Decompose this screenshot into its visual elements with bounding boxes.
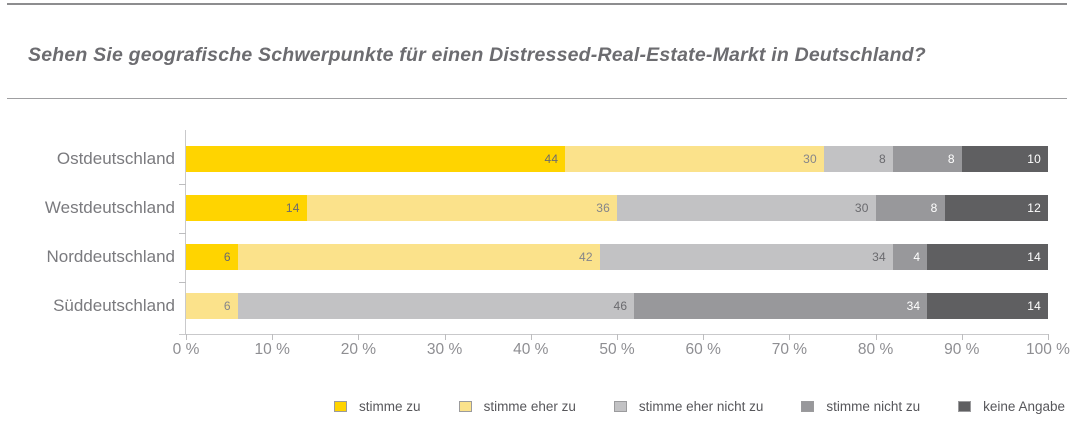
x-axis-tick-label: 20 %	[340, 341, 377, 358]
category-label: Süddeutschland	[53, 296, 175, 315]
legend-item: keine Angabe	[958, 399, 1065, 414]
segment-stimme-nicht-zu: 4	[892, 244, 928, 270]
segment-stimme-eher-nicht-zu: 34	[599, 244, 893, 270]
segment-stimme-nicht-zu: 8	[892, 146, 962, 172]
chart-area: Ostdeutschland 44 30 8 8 10 Westdeutschland 14 3…	[0, 128, 1087, 368]
y-axis-tick	[179, 281, 186, 283]
segment-stimme-eher-nicht-zu: 30	[616, 195, 876, 221]
stacked-bar: 44 30 8 8 10	[186, 146, 1048, 172]
segment-value: 30	[854, 201, 869, 215]
segment-value: 14	[1027, 299, 1041, 313]
legend-label: stimme eher zu	[483, 398, 576, 414]
x-axis-tick	[186, 334, 187, 340]
bar-row: Westdeutschland 14 36 30 8 12	[0, 195, 1087, 221]
x-axis-tick-label: 90 %	[944, 341, 980, 358]
legend-item: stimme nicht zu	[801, 399, 920, 414]
segment-stimme-eher-zu: 6	[186, 293, 238, 319]
segment-value: 6	[223, 250, 231, 264]
x-axis-tick-label: 0 %	[172, 341, 200, 358]
legend-label: keine Angabe	[983, 398, 1065, 414]
bar-row: Süddeutschland 6 46 34 14	[0, 293, 1087, 319]
stacked-bar: 6 46 34 14	[186, 293, 1048, 319]
y-axis-tick	[179, 232, 186, 234]
segment-value: 14	[1027, 250, 1041, 264]
segment-value: 34	[906, 299, 921, 313]
top-divider	[7, 3, 1067, 5]
x-axis-tick	[358, 334, 360, 340]
legend-item: stimme eher zu	[458, 398, 576, 414]
x-axis-tick	[789, 334, 791, 340]
legend-swatch-stimme-zu	[334, 400, 348, 412]
segment-value: 34	[872, 250, 886, 264]
legend-item: stimme eher nicht zu	[613, 398, 764, 414]
category-label: Norddeutschland	[46, 247, 175, 266]
bar-row: Norddeutschland 6 42 34 4 14	[0, 244, 1087, 270]
x-axis-tick-label: 80 %	[857, 341, 894, 358]
x-axis-tick	[617, 334, 618, 340]
legend-label: stimme zu	[359, 398, 421, 414]
segment-keine-angabe: 14	[927, 244, 1048, 270]
category-label: Westdeutschland	[44, 198, 175, 217]
title-divider	[7, 98, 1067, 99]
legend-item: stimme zu	[334, 399, 421, 414]
x-axis-tick	[1048, 334, 1049, 340]
segment-value: 8	[947, 152, 955, 166]
segment-value: 14	[285, 201, 300, 215]
legend-swatch-keine-angabe	[958, 400, 972, 412]
segment-keine-angabe: 10	[961, 146, 1048, 172]
segment-stimme-nicht-zu: 34	[634, 293, 928, 319]
chart-title: Sehen Sie geografische Schwerpunkte für …	[28, 44, 926, 66]
legend: stimme zu stimme eher zu stimme eher nicht…	[0, 396, 1065, 416]
x-axis-tick-label: 10 %	[254, 341, 290, 358]
legend-label: stimme nicht zu	[826, 398, 921, 414]
x-axis-line	[179, 334, 1048, 335]
segment-stimme-eher-nicht-zu: 8	[823, 146, 893, 172]
x-axis-tick-label: 50 %	[599, 341, 635, 358]
segment-value: 4	[913, 250, 921, 264]
y-axis-tick	[179, 183, 186, 185]
segment-value: 36	[596, 201, 610, 215]
segment-value: 30	[803, 152, 817, 166]
segment-value: 10	[1027, 152, 1041, 166]
x-axis-tick	[961, 334, 963, 340]
x-axis-tick	[272, 334, 274, 340]
segment-stimme-eher-nicht-zu: 46	[237, 293, 635, 319]
x-axis-tick	[530, 334, 532, 340]
segment-stimme-zu: 44	[186, 146, 566, 172]
segment-value: 12	[1027, 201, 1041, 215]
legend-swatch-stimme-nicht-zu	[801, 400, 815, 412]
segment-value: 8	[930, 201, 938, 215]
segment-keine-angabe: 12	[944, 195, 1048, 221]
segment-stimme-eher-zu: 42	[237, 244, 600, 270]
x-axis-tick	[444, 334, 446, 340]
segment-value: 44	[544, 152, 559, 166]
x-axis-tick	[875, 334, 877, 340]
segment-value: 6	[223, 299, 231, 313]
stacked-bar: 14 36 30 8 12	[186, 195, 1048, 221]
stacked-bar: 6 42 34 4 14	[186, 244, 1048, 270]
bar-row: Ostdeutschland 44 30 8 8 10	[0, 146, 1087, 172]
segment-stimme-eher-zu: 30	[565, 146, 824, 172]
x-axis-tick-label: 70 %	[771, 341, 808, 358]
legend-swatch-stimme-eher-zu	[458, 400, 472, 412]
segment-value: 42	[579, 250, 593, 264]
x-axis-tick	[703, 334, 705, 340]
x-axis-tick-label: 40 %	[513, 341, 549, 358]
x-axis-tick-label: 60 %	[685, 341, 721, 358]
category-label: Ostdeutschland	[56, 149, 175, 168]
segment-value: 8	[878, 152, 886, 166]
segment-value: 46	[613, 299, 628, 313]
segment-keine-angabe: 14	[927, 293, 1048, 319]
segment-stimme-eher-zu: 36	[306, 195, 617, 221]
x-axis-tick-label: 100 %	[1026, 341, 1070, 358]
legend-label: stimme eher nicht zu	[638, 398, 764, 414]
legend-swatch-stimme-eher-nicht-zu	[613, 400, 627, 412]
x-axis-tick-label: 30 %	[426, 341, 463, 358]
segment-stimme-zu: 14	[186, 195, 307, 221]
segment-stimme-nicht-zu: 8	[875, 195, 945, 221]
segment-stimme-zu: 6	[186, 244, 238, 270]
